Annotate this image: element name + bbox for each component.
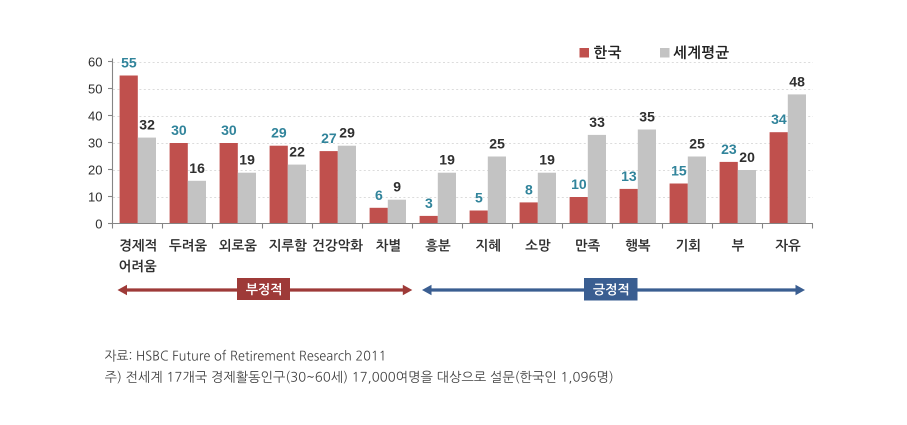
svg-text:10: 10 — [571, 176, 587, 192]
svg-text:19: 19 — [439, 152, 455, 168]
svg-text:6: 6 — [375, 187, 383, 203]
svg-text:23: 23 — [721, 141, 737, 157]
svg-text:55: 55 — [121, 55, 137, 71]
svg-text:29: 29 — [271, 125, 287, 141]
svg-text:60: 60 — [88, 55, 102, 70]
svg-text:10: 10 — [88, 190, 102, 205]
svg-text:19: 19 — [239, 152, 255, 168]
svg-text:20: 20 — [88, 163, 102, 178]
svg-text:25: 25 — [689, 136, 705, 152]
svg-text:35: 35 — [639, 109, 655, 125]
svg-text:3: 3 — [425, 195, 433, 211]
svg-text:40: 40 — [88, 109, 102, 124]
svg-text:50: 50 — [88, 82, 102, 97]
svg-text:16: 16 — [189, 160, 205, 176]
svg-text:30: 30 — [171, 122, 187, 138]
svg-text:29: 29 — [339, 125, 355, 141]
svg-text:25: 25 — [489, 136, 505, 152]
svg-text:33: 33 — [589, 114, 605, 130]
svg-text:20: 20 — [739, 149, 755, 165]
svg-text:34: 34 — [771, 111, 787, 127]
svg-text:9: 9 — [393, 179, 401, 195]
svg-text:8: 8 — [525, 181, 533, 197]
svg-text:19: 19 — [539, 152, 555, 168]
svg-text:27: 27 — [321, 130, 337, 146]
svg-text:48: 48 — [789, 73, 805, 89]
svg-text:32: 32 — [139, 117, 155, 133]
svg-text:15: 15 — [671, 163, 687, 179]
svg-text:22: 22 — [289, 144, 305, 160]
svg-text:13: 13 — [621, 168, 637, 184]
svg-text:0: 0 — [95, 217, 102, 232]
svg-text:5: 5 — [475, 190, 483, 206]
svg-text:30: 30 — [221, 122, 237, 138]
svg-text:30: 30 — [88, 136, 102, 151]
